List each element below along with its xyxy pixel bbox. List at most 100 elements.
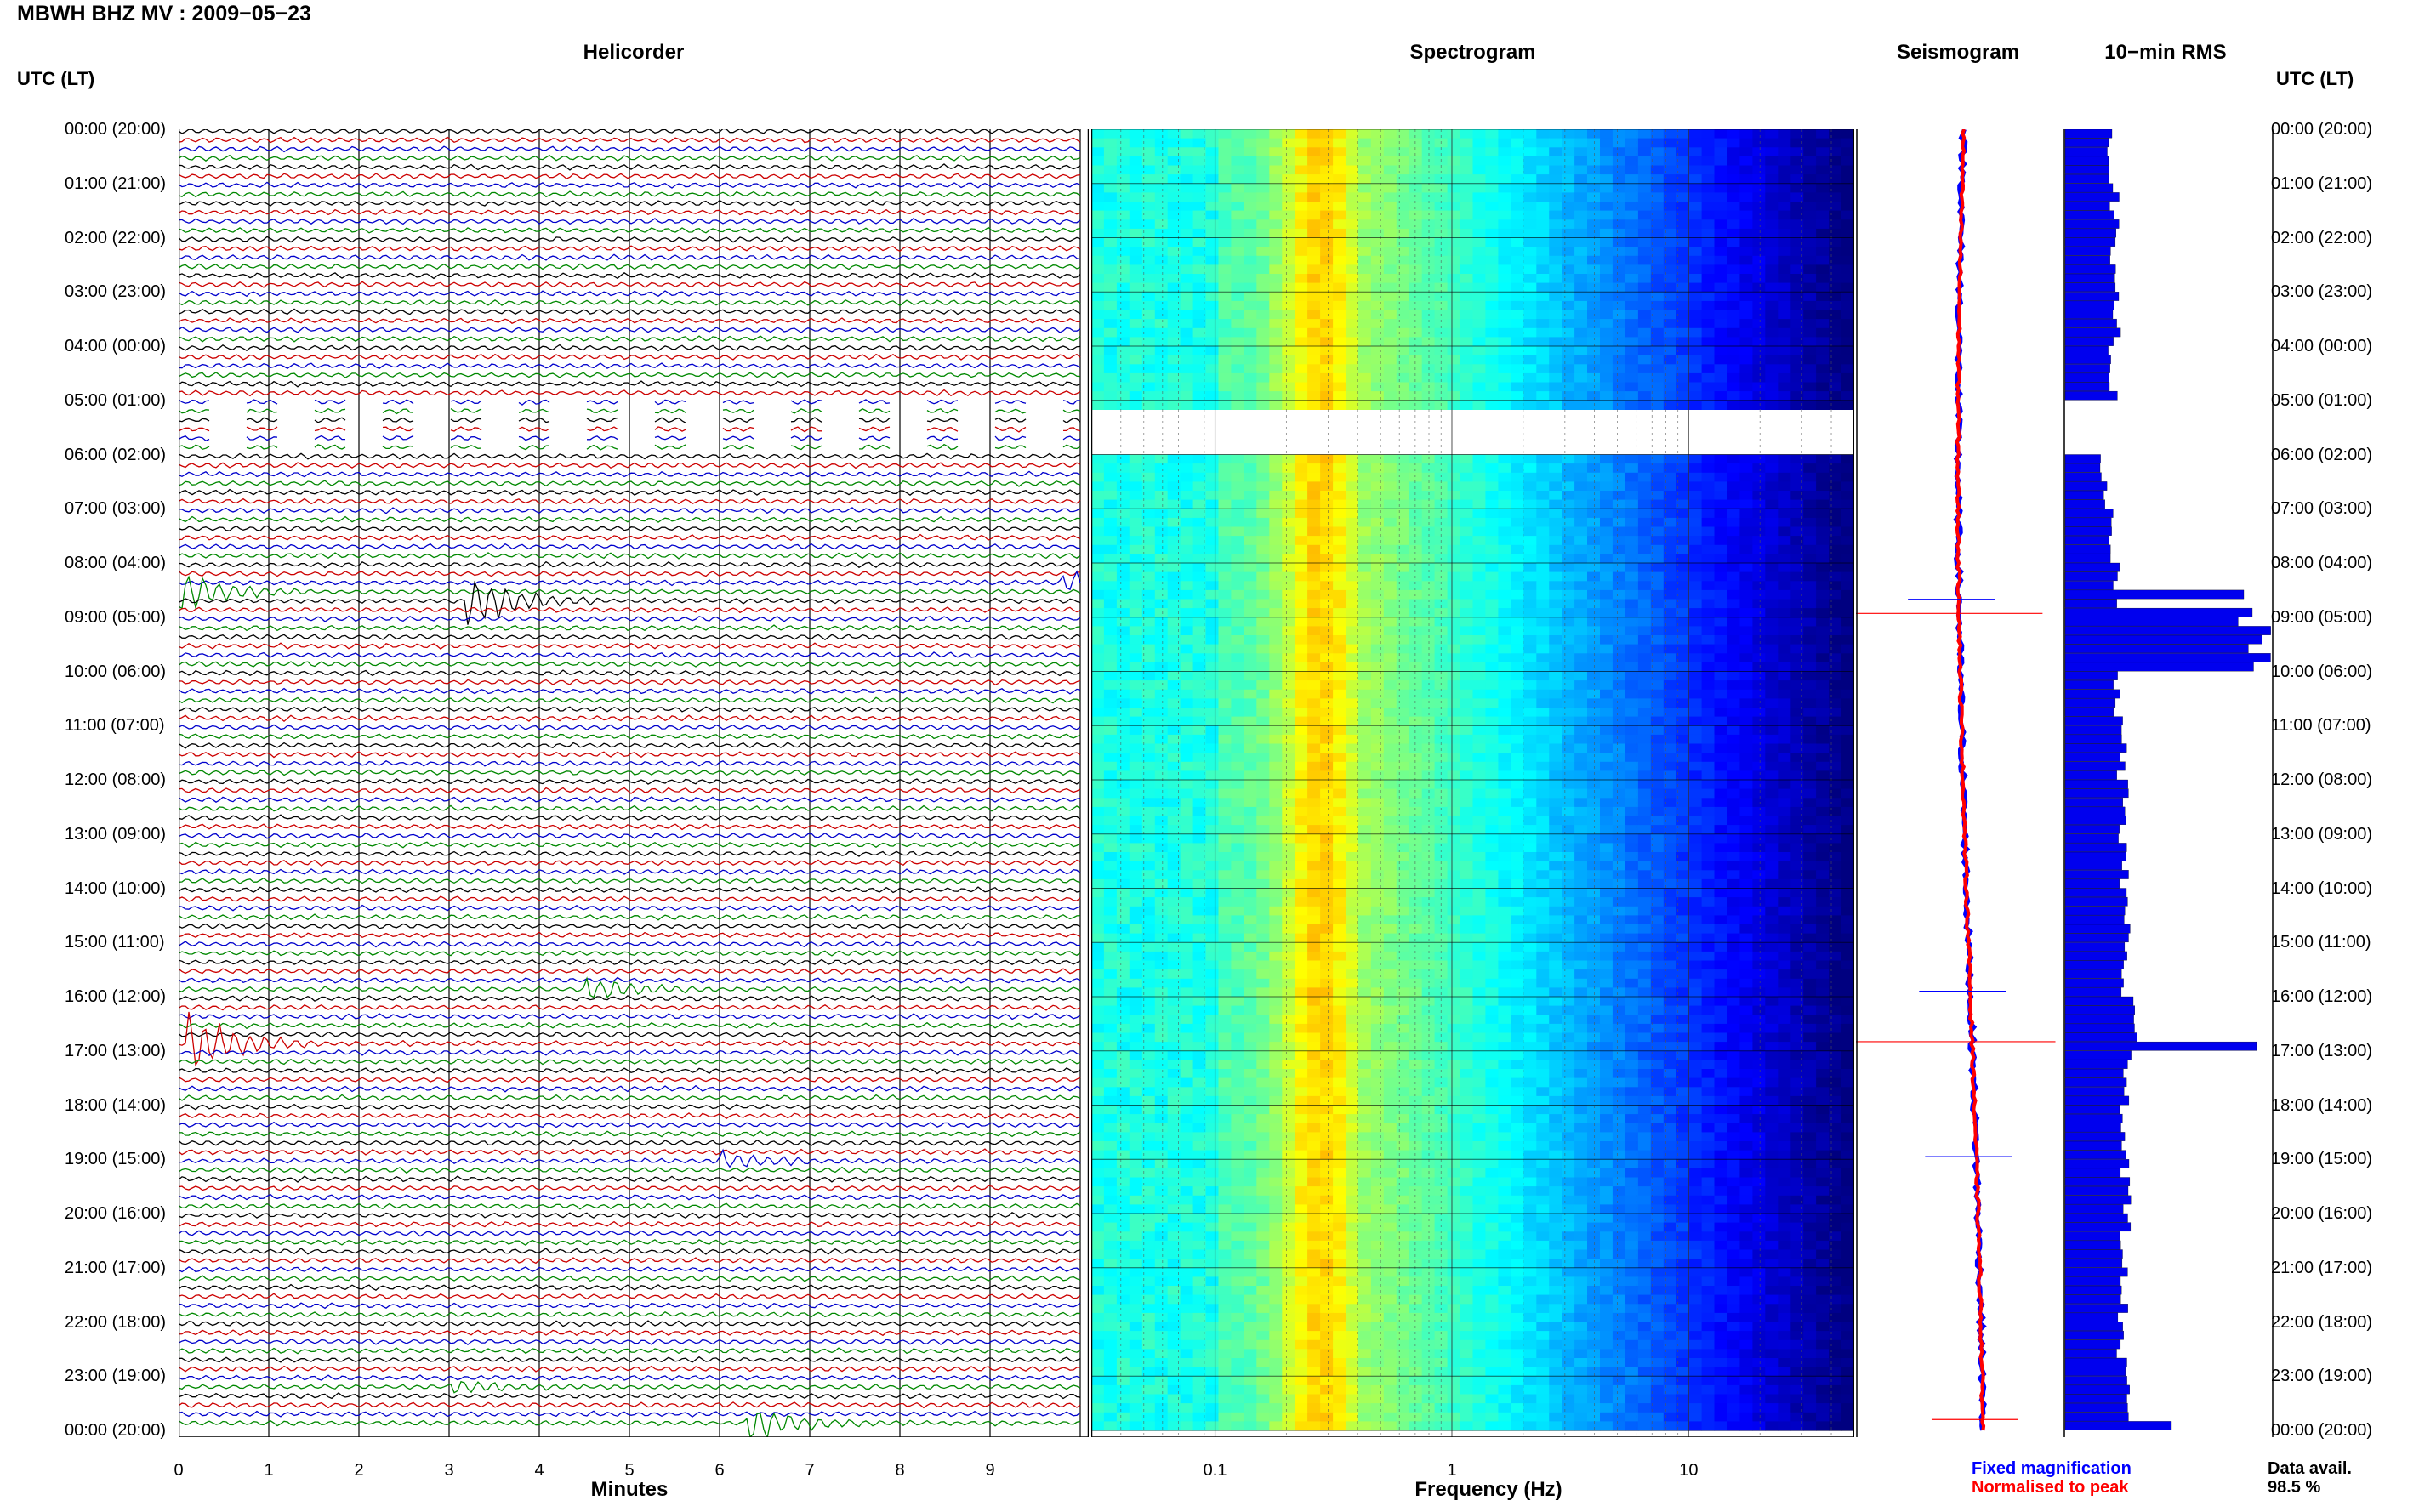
spectrogram-cell <box>1663 653 1677 663</box>
spectrogram-cell <box>1180 147 1194 157</box>
spectrogram-cell <box>1218 608 1232 618</box>
spectrogram-cell <box>1192 780 1207 790</box>
spectrogram-cell <box>1841 644 1854 654</box>
spectrogram-cell <box>1205 509 1219 519</box>
spectrogram-cell <box>1205 319 1219 329</box>
spectrogram-cell <box>1421 183 1436 193</box>
spectrogram-cell <box>1192 310 1207 320</box>
spectrogram-cell <box>1282 247 1295 257</box>
spectrogram-cell <box>1129 544 1143 554</box>
spectrogram-cell <box>1612 753 1626 763</box>
spectrogram-cell <box>1103 237 1118 247</box>
spectrogram-cell <box>1511 680 1524 691</box>
spectrogram-cell <box>1523 319 1537 329</box>
spectrogram-cell <box>1333 861 1346 871</box>
spectrogram-cell <box>1307 589 1321 600</box>
spectrogram-cell <box>1739 481 1753 492</box>
spectrogram-cell <box>1383 662 1397 673</box>
spectrogram-cell <box>1625 454 1639 464</box>
spectrogram-cell <box>1523 192 1537 202</box>
spectrogram-cell <box>1829 626 1842 636</box>
spectrogram-cell <box>1129 526 1143 537</box>
spectrogram-cell <box>1829 517 1842 528</box>
spectrogram-cell <box>1409 544 1423 554</box>
spectrogram-cell <box>1205 491 1219 501</box>
spectrogram-cell <box>1231 617 1244 627</box>
spectrogram-cell <box>1472 852 1486 862</box>
spectrogram-cell <box>1357 247 1372 257</box>
spectrogram-cell <box>1549 708 1562 718</box>
spectrogram-cell <box>1562 708 1575 718</box>
spectrogram-cell <box>1307 544 1321 554</box>
spectrogram-cell <box>1091 237 1105 247</box>
spectrogram-cell <box>1727 264 1740 275</box>
spectrogram-cell <box>1231 599 1244 609</box>
spectrogram-cell <box>1396 346 1410 356</box>
spectrogram-cell <box>1205 481 1219 492</box>
spectrogram-cell <box>1727 454 1740 464</box>
spectrogram-cell <box>1282 129 1295 139</box>
spectrogram-cell <box>1205 554 1219 564</box>
spectrogram-cell <box>1498 761 1511 771</box>
spectrogram-cell <box>1091 734 1105 745</box>
spectrogram-cell <box>1282 472 1295 482</box>
spectrogram-cell <box>1091 563 1105 573</box>
spectrogram-cell <box>1676 770 1690 781</box>
spectrogram-cell <box>1714 816 1727 826</box>
spectrogram-cell <box>1180 617 1194 627</box>
spectrogram-cell <box>1498 708 1511 718</box>
helicorder-trace <box>179 1112 1081 1120</box>
spectrogram-cell <box>1739 870 1753 880</box>
spectrogram-cell <box>1701 499 1716 509</box>
spectrogram-cell <box>1663 680 1677 691</box>
spectrogram-cell <box>1816 219 1830 230</box>
spectrogram-cell <box>1383 174 1397 185</box>
spectrogram-cell <box>1357 255 1372 265</box>
spectrogram-cell <box>1192 391 1207 401</box>
spectrogram-cell <box>1562 589 1575 600</box>
spectrogram-cell <box>1370 129 1385 139</box>
spectrogram-cell <box>1116 454 1130 464</box>
spectrogram-cell <box>1816 355 1830 365</box>
spectrogram-cell <box>1320 382 1334 392</box>
spectrogram-cell <box>1383 599 1397 609</box>
spectrogram-cell <box>1562 463 1575 474</box>
spectrogram-cell <box>1549 653 1562 663</box>
spectrogram-cell <box>1383 888 1397 898</box>
spectrogram-cell <box>1688 617 1703 627</box>
spectrogram-cell <box>1701 716 1716 726</box>
spectrogram-cell <box>1676 563 1690 573</box>
spectrogram-cell <box>1841 788 1854 799</box>
spectrogram-cell <box>1307 716 1321 726</box>
spectrogram-cell <box>1739 509 1753 519</box>
spectrogram-cell <box>1091 689 1105 699</box>
spectrogram-cell <box>1727 174 1740 185</box>
spectrogram-cell <box>1523 743 1537 753</box>
spectrogram-cell <box>1714 708 1727 718</box>
spectrogram-cell <box>1727 680 1740 691</box>
spectrogram-cell <box>1269 608 1283 618</box>
right-time-label: 15:00 (11:00) <box>2271 934 2371 952</box>
spectrogram-cell <box>1180 463 1194 474</box>
spectrogram-cell <box>1676 617 1690 627</box>
spectrogram-cell <box>1574 517 1588 528</box>
spectrogram-cell <box>1167 274 1181 284</box>
spectrogram-cell <box>1765 816 1779 826</box>
spectrogram-cell <box>1141 554 1156 564</box>
spectrogram-cell <box>1333 743 1346 753</box>
spectrogram-cell <box>1103 129 1118 139</box>
spectrogram-cell <box>1346 509 1359 519</box>
spectrogram-cell <box>1739 372 1753 384</box>
left-time-label: 00:00 (20:00) <box>65 120 166 139</box>
spectrogram-cell <box>1816 228 1830 239</box>
spectrogram-cell <box>1282 463 1295 474</box>
spectrogram-cell <box>1739 698 1753 708</box>
spectrogram-cell <box>1357 472 1372 482</box>
spectrogram-cell <box>1116 761 1130 771</box>
spectrogram-cell <box>1434 671 1449 681</box>
spectrogram-cell <box>1256 228 1270 239</box>
spectrogram-cell <box>1205 780 1219 790</box>
spectrogram-cell <box>1688 382 1703 392</box>
spectrogram-cell <box>1637 536 1652 546</box>
spectrogram-cell <box>1282 210 1295 220</box>
